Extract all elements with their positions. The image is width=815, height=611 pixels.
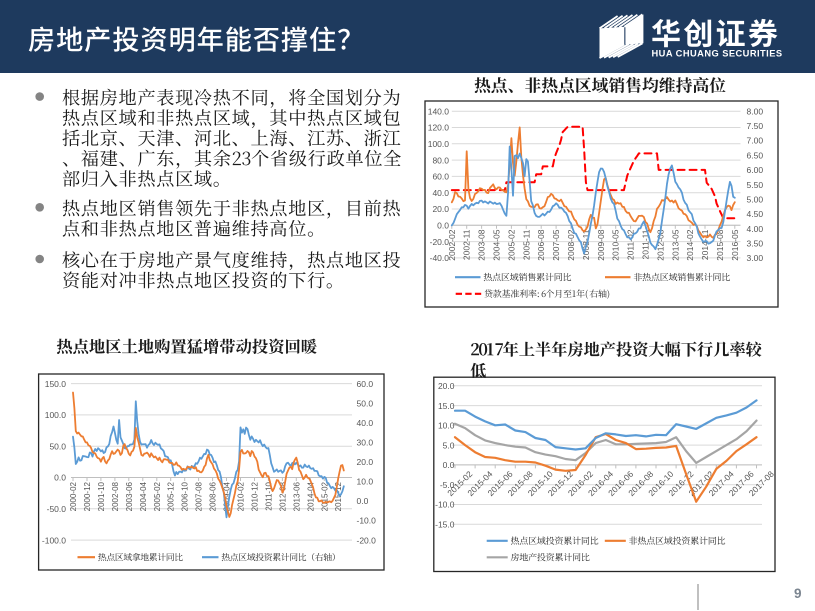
svg-text:100.0: 100.0 [45,410,67,420]
svg-text:4.00: 4.00 [747,224,764,234]
svg-text:10.0: 10.0 [438,421,455,431]
svg-text:-50.0: -50.0 [47,504,67,514]
svg-text:2013-06: 2013-06 [292,481,301,511]
svg-text:40.0: 40.0 [357,418,374,428]
svg-text:0.0: 0.0 [437,221,449,231]
svg-text:2002-08: 2002-08 [111,481,120,511]
svg-text:-100.0: -100.0 [42,535,66,545]
svg-text:15.0: 15.0 [438,401,455,411]
svg-text:2008-02: 2008-02 [566,229,576,260]
svg-text:7.50: 7.50 [747,121,764,131]
svg-text:2014-04: 2014-04 [306,481,315,511]
svg-text:2015-02: 2015-02 [320,481,329,511]
svg-text:40.0: 40.0 [432,188,449,198]
svg-text:60.0: 60.0 [432,172,449,182]
svg-text:150.0: 150.0 [45,379,67,389]
svg-text:20.0: 20.0 [357,457,374,467]
svg-text:HUA CHUANG SECURITIES: HUA CHUANG SECURITIES [652,49,783,59]
svg-text:80.0: 80.0 [432,155,449,165]
svg-text:2012-08: 2012-08 [655,229,665,260]
svg-text:2015-12: 2015-12 [334,481,343,511]
svg-text:2009-04: 2009-04 [223,481,232,511]
svg-text:2007-05: 2007-05 [551,229,561,260]
svg-text:50.0: 50.0 [49,441,66,451]
svg-text:8.00: 8.00 [747,106,764,116]
svg-text:2010-05: 2010-05 [611,229,621,260]
svg-text:2002-11: 2002-11 [462,229,472,260]
svg-text:-5.0: -5.0 [440,480,455,490]
svg-text:2015-08: 2015-08 [715,229,725,260]
svg-text:-40.0: -40.0 [430,253,450,263]
svg-text:100.0: 100.0 [428,139,450,149]
svg-text:0.0: 0.0 [357,496,369,506]
svg-text:2005-02: 2005-02 [506,229,516,260]
svg-text:-15.0: -15.0 [435,519,455,529]
svg-text:140.0: 140.0 [428,106,450,116]
svg-text:0.0: 0.0 [443,460,455,470]
svg-text:2003-08: 2003-08 [477,229,487,260]
svg-text:2006-10: 2006-10 [181,481,190,511]
svg-text:2010-12: 2010-12 [251,481,260,511]
svg-text:9: 9 [794,586,802,601]
svg-text:2011-10: 2011-10 [264,481,273,510]
svg-text:5.50: 5.50 [747,180,764,190]
svg-text:6.00: 6.00 [747,165,764,175]
svg-text:20.0: 20.0 [432,204,449,214]
svg-text:2007-08: 2007-08 [195,481,204,511]
svg-text:120.0: 120.0 [428,123,450,133]
svg-text:2006-08: 2006-08 [536,229,546,260]
svg-text:-20.0: -20.0 [357,535,377,545]
svg-text:-10.0: -10.0 [357,516,377,526]
svg-text:2000-02: 2000-02 [69,481,78,511]
svg-text:2005-11: 2005-11 [521,229,531,260]
svg-text:3.50: 3.50 [747,238,764,248]
svg-text:2005-02: 2005-02 [153,481,162,511]
svg-text:2014-11: 2014-11 [700,229,710,260]
svg-text:2014-02: 2014-02 [685,229,695,260]
svg-text:7.00: 7.00 [747,136,764,146]
svg-text:5.0: 5.0 [443,440,455,450]
svg-text:2004-04: 2004-04 [139,481,148,511]
svg-text:30.0: 30.0 [357,438,374,448]
svg-text:2012-08: 2012-08 [278,481,287,511]
svg-text:2001-10: 2001-10 [97,481,106,511]
svg-text:6.50: 6.50 [747,150,764,160]
svg-text:0.0: 0.0 [54,473,66,483]
svg-text:10.0: 10.0 [357,477,374,487]
svg-text:2016-05: 2016-05 [730,229,740,260]
svg-text:2011-02: 2011-02 [626,229,636,260]
svg-text:-10.0: -10.0 [435,500,455,510]
svg-text:2010-02: 2010-02 [237,481,246,511]
svg-text:60.0: 60.0 [357,379,374,389]
svg-text:20.0: 20.0 [438,381,455,391]
svg-text:2002-02: 2002-02 [447,229,457,260]
svg-text:2011-11: 2011-11 [641,229,651,259]
svg-text:4.50: 4.50 [747,209,764,219]
svg-text:2013-05: 2013-05 [670,229,680,260]
svg-text:2004-05: 2004-05 [492,229,502,260]
svg-text:3.00: 3.00 [747,253,764,263]
svg-text:2009-08: 2009-08 [596,229,606,260]
svg-text:2005-12: 2005-12 [167,481,176,511]
svg-text:2003-06: 2003-06 [125,481,134,511]
svg-text:2008-06: 2008-06 [209,481,218,511]
svg-text:5.00: 5.00 [747,194,764,204]
svg-text:2000-12: 2000-12 [83,481,92,511]
svg-text:50.0: 50.0 [357,398,374,408]
svg-text:-20.0: -20.0 [430,237,450,247]
